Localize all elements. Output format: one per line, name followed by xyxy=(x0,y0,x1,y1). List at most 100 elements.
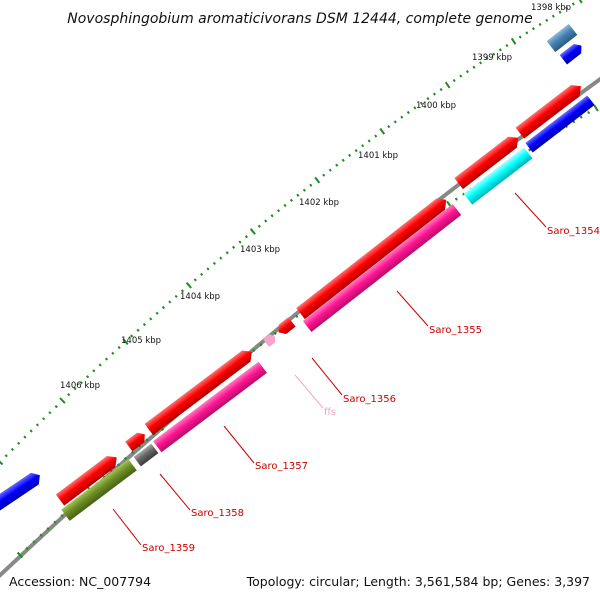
outer-tick-22 xyxy=(136,328,140,332)
feature-red-1357[interactable] xyxy=(144,346,256,436)
feature-magenta-1357[interactable] xyxy=(153,361,267,453)
outer-tick-90 xyxy=(578,0,583,4)
outer-tick-1 xyxy=(4,454,8,458)
kbp-label-1403: 1403 kbp xyxy=(240,245,280,255)
outer-tick-35 xyxy=(219,256,223,260)
outer-tick-57 xyxy=(361,144,365,148)
inner-tick-34 xyxy=(259,343,263,347)
inner-tick-0 xyxy=(16,551,24,559)
outer-tick-33 xyxy=(206,267,210,271)
outer-tick-21 xyxy=(130,334,134,338)
outer-tick-39 xyxy=(244,235,248,239)
kbp-label-1400: 1400 kbp xyxy=(416,101,456,111)
outer-tick-36 xyxy=(225,251,229,255)
outer-tick-45 xyxy=(283,203,287,208)
kbp-label-1399: 1399 kbp xyxy=(472,53,512,63)
gene-label-ffs[interactable]: ffs xyxy=(324,407,336,418)
outer-tick-73 xyxy=(465,70,469,74)
outer-tick-6 xyxy=(35,423,39,427)
outer-tick-77 xyxy=(492,52,496,56)
outer-tick-0 xyxy=(0,460,4,466)
outer-tick-23 xyxy=(142,322,147,327)
feature-red-1356[interactable] xyxy=(275,317,296,337)
inner-tick-5 xyxy=(53,520,57,524)
outer-tick-10 xyxy=(59,397,66,404)
callout-line-1359 xyxy=(112,508,142,546)
accession-text: Accession: NC_007794 xyxy=(9,574,151,589)
outer-tick-5 xyxy=(29,429,33,433)
inner-tick-18 xyxy=(145,438,149,442)
inner-tick-2 xyxy=(32,540,36,544)
outer-tick-27 xyxy=(168,300,172,304)
outer-tick-15 xyxy=(92,369,96,373)
gene-label-saro-1357[interactable]: Saro_1357 xyxy=(255,461,308,472)
outer-tick-8 xyxy=(48,411,52,415)
outer-tick-26 xyxy=(161,305,166,310)
feature-blue-1353[interactable] xyxy=(525,95,595,153)
outer-tick-64 xyxy=(406,110,410,115)
gene-label-saro-1359[interactable]: Saro_1359 xyxy=(142,543,195,554)
feature-steel-top[interactable] xyxy=(546,23,578,53)
inner-tick-39 xyxy=(295,314,299,318)
outer-tick-61 xyxy=(387,124,391,129)
outer-tick-30 xyxy=(185,282,192,289)
outer-tick-67 xyxy=(426,97,430,101)
feature-red-1358[interactable] xyxy=(55,452,121,506)
inner-tick-15 xyxy=(123,456,128,461)
inner-tick-1 xyxy=(25,546,29,551)
gene-label-saro-1355[interactable]: Saro_1355 xyxy=(429,325,482,336)
outer-tick-85 xyxy=(545,18,549,22)
outer-tick-17 xyxy=(104,357,109,361)
feature-ffs[interactable] xyxy=(262,332,278,348)
outer-tick-46 xyxy=(289,198,294,202)
feature-red-small[interactable] xyxy=(125,430,148,452)
inner-tick-33 xyxy=(252,348,256,353)
inner-tick-6 xyxy=(60,514,64,518)
feature-red-1354[interactable] xyxy=(454,132,522,190)
outer-tick-9 xyxy=(54,404,58,409)
callout-line-1357 xyxy=(223,425,255,464)
feature-blue-top[interactable] xyxy=(559,41,586,65)
outer-tick-16 xyxy=(98,363,102,367)
outer-tick-82 xyxy=(525,31,529,35)
outer-tick-74 xyxy=(472,65,476,69)
kbp-label-1405: 1405 kbp xyxy=(121,336,161,346)
outer-tick-81 xyxy=(518,35,522,39)
feature-cyan-1354[interactable] xyxy=(463,147,533,205)
outer-tick-68 xyxy=(432,92,437,96)
feature-magenta-1355[interactable] xyxy=(302,203,462,333)
outer-tick-49 xyxy=(309,183,313,187)
feature-gray-1358[interactable] xyxy=(133,443,159,467)
outer-tick-47 xyxy=(296,193,300,197)
outer-tick-7 xyxy=(42,417,46,421)
inner-tick-36 xyxy=(273,331,277,335)
gene-label-saro-1356[interactable]: Saro_1356 xyxy=(343,394,396,405)
outer-tick-84 xyxy=(538,22,542,27)
outer-tick-18 xyxy=(111,351,115,355)
outer-tick-37 xyxy=(232,245,236,249)
outer-tick-51 xyxy=(322,173,326,177)
callout-line-1355 xyxy=(396,290,429,327)
inner-tick-78 xyxy=(579,115,583,119)
gene-label-saro-1354[interactable]: Saro_1354 xyxy=(547,226,600,237)
outer-tick-34 xyxy=(212,261,216,266)
outer-tick-83 xyxy=(531,27,535,31)
kbp-label-1406: 1406 kbp xyxy=(60,381,100,391)
outer-tick-58 xyxy=(367,139,371,143)
outer-tick-71 xyxy=(452,78,456,83)
feature-red-1353[interactable] xyxy=(515,81,586,139)
outer-tick-25 xyxy=(155,311,159,315)
gene-label-saro-1358[interactable]: Saro_1358 xyxy=(191,508,244,519)
feature-red-1355[interactable] xyxy=(296,194,450,320)
feature-olive-1359[interactable] xyxy=(61,459,137,521)
outer-tick-29 xyxy=(180,289,185,293)
outer-tick-56 xyxy=(354,149,358,153)
outer-tick-48 xyxy=(302,188,306,192)
inner-tick-62 xyxy=(462,192,466,196)
outer-tick-66 xyxy=(419,101,423,105)
outer-tick-59 xyxy=(374,134,378,138)
feature-blue-left[interactable] xyxy=(0,469,44,515)
inner-tick-16 xyxy=(131,450,135,454)
outer-tick-69 xyxy=(439,87,443,92)
inner-tick-3 xyxy=(39,533,43,537)
